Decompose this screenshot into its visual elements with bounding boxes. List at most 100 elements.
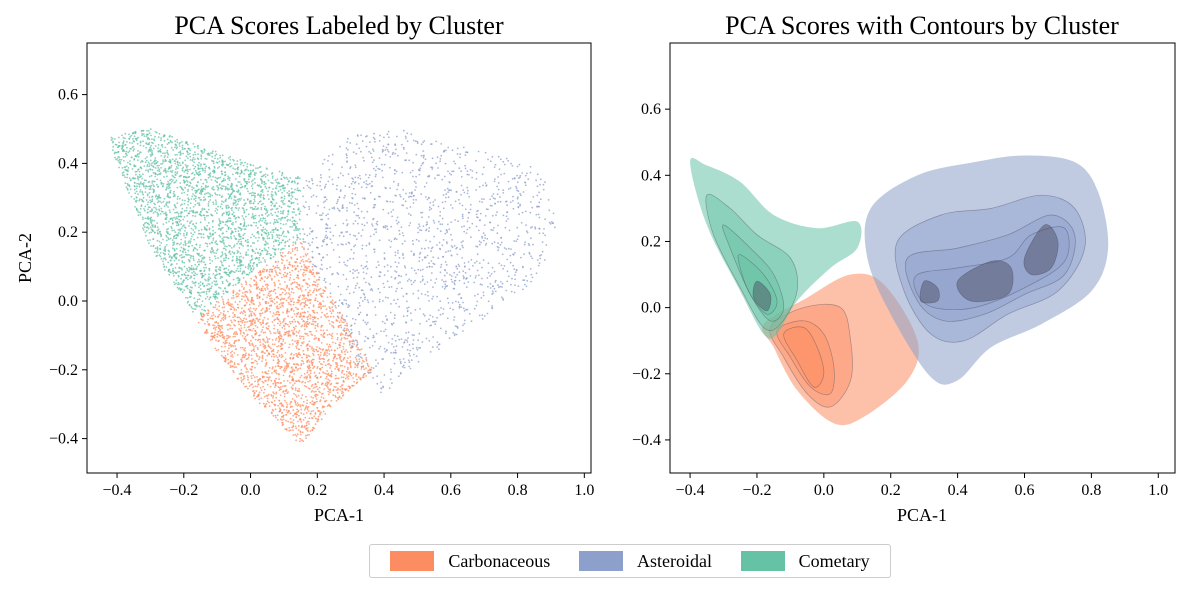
- scatter-point: [267, 302, 270, 304]
- scatter-point: [238, 256, 241, 258]
- scatter-point: [313, 390, 315, 393]
- scatter-point: [225, 267, 228, 270]
- scatter-point: [355, 238, 358, 241]
- scatter-point: [245, 301, 248, 304]
- scatter-point: [305, 422, 308, 424]
- scatter-point: [248, 272, 251, 274]
- scatter-point: [235, 309, 238, 311]
- scatter-point: [290, 307, 293, 310]
- scatter-point: [232, 284, 235, 287]
- scatter-point: [211, 282, 214, 284]
- scatter-point: [295, 416, 298, 419]
- scatter-point: [137, 136, 140, 139]
- scatter-point: [300, 359, 303, 362]
- scatter-point: [337, 326, 340, 329]
- scatter-point: [243, 356, 246, 358]
- scatter-point: [196, 261, 199, 263]
- scatter-point: [128, 150, 131, 153]
- scatter-point: [291, 269, 294, 272]
- scatter-point: [197, 291, 200, 294]
- scatter-point: [243, 332, 246, 335]
- scatter-point: [194, 263, 197, 266]
- scatter-point: [294, 433, 297, 436]
- scatter-point: [150, 216, 153, 219]
- scatter-point: [295, 286, 298, 288]
- scatter-point: [244, 184, 247, 187]
- scatter-point: [148, 141, 151, 144]
- scatter-point: [229, 253, 232, 255]
- scatter-point: [407, 306, 410, 309]
- scatter-point: [206, 243, 209, 245]
- scatter-point: [207, 152, 210, 155]
- scatter-point: [238, 247, 241, 249]
- scatter-point: [418, 225, 421, 228]
- scatter-point: [280, 241, 283, 244]
- scatter-point: [241, 319, 244, 322]
- scatter-point: [122, 156, 125, 158]
- scatter-point: [198, 260, 201, 263]
- scatter-point: [221, 238, 224, 240]
- scatter-point: [281, 412, 283, 414]
- scatter-point: [188, 199, 190, 201]
- scatter-point: [318, 356, 321, 358]
- scatter-point: [327, 358, 330, 361]
- scatter-point: [190, 289, 193, 292]
- scatter-point: [208, 276, 210, 279]
- scatter-point: [305, 405, 308, 408]
- scatter-point: [172, 175, 175, 178]
- scatter-point: [163, 197, 166, 200]
- scatter-point: [195, 189, 198, 192]
- scatter-point: [138, 199, 141, 202]
- scatter-point: [261, 357, 264, 360]
- scatter-point: [113, 152, 116, 155]
- scatter-point: [150, 231, 153, 234]
- scatter-point: [261, 182, 263, 185]
- scatter-point: [243, 287, 246, 289]
- scatter-point: [193, 297, 196, 299]
- scatter-point: [335, 389, 338, 391]
- scatter-point: [287, 363, 289, 366]
- scatter-point: [296, 281, 298, 284]
- scatter-point: [270, 181, 273, 184]
- scatter-point: [217, 268, 220, 271]
- scatter-point: [242, 353, 245, 356]
- scatter-point: [291, 250, 294, 253]
- scatter-point: [186, 143, 189, 146]
- scatter-point: [174, 162, 177, 165]
- scatter-point: [220, 203, 223, 206]
- scatter-point: [255, 276, 258, 278]
- scatter-point: [212, 203, 215, 206]
- scatter-point: [230, 207, 233, 210]
- scatter-point: [303, 294, 306, 297]
- scatter-point: [309, 227, 311, 230]
- scatter-point: [144, 157, 147, 160]
- scatter-point: [244, 168, 247, 171]
- scatter-point: [227, 358, 230, 361]
- scatter-point: [202, 233, 205, 236]
- scatter-point: [146, 217, 149, 220]
- scatter-point: [314, 423, 317, 425]
- scatter-point: [246, 291, 249, 294]
- scatter-point: [288, 293, 291, 296]
- scatter-point: [230, 182, 233, 185]
- scatter-point: [151, 198, 154, 201]
- scatter-point: [264, 346, 267, 349]
- scatter-point: [237, 293, 240, 296]
- scatter-point: [276, 236, 279, 239]
- scatter-point: [159, 255, 162, 258]
- scatter-point: [238, 281, 241, 284]
- scatter-point: [284, 187, 286, 189]
- scatter-point: [185, 296, 187, 299]
- scatter-point: [243, 232, 246, 235]
- scatter-point: [346, 324, 348, 327]
- scatter-point: [289, 406, 292, 408]
- scatter-point: [238, 181, 241, 183]
- scatter-point: [173, 281, 175, 284]
- scatter-point: [244, 266, 247, 269]
- scatter-point: [312, 304, 315, 307]
- scatter-point: [169, 161, 172, 164]
- scatter-point: [156, 222, 159, 225]
- scatter-point: [279, 367, 282, 370]
- scatter-point: [304, 273, 307, 276]
- scatter-point: [125, 169, 128, 172]
